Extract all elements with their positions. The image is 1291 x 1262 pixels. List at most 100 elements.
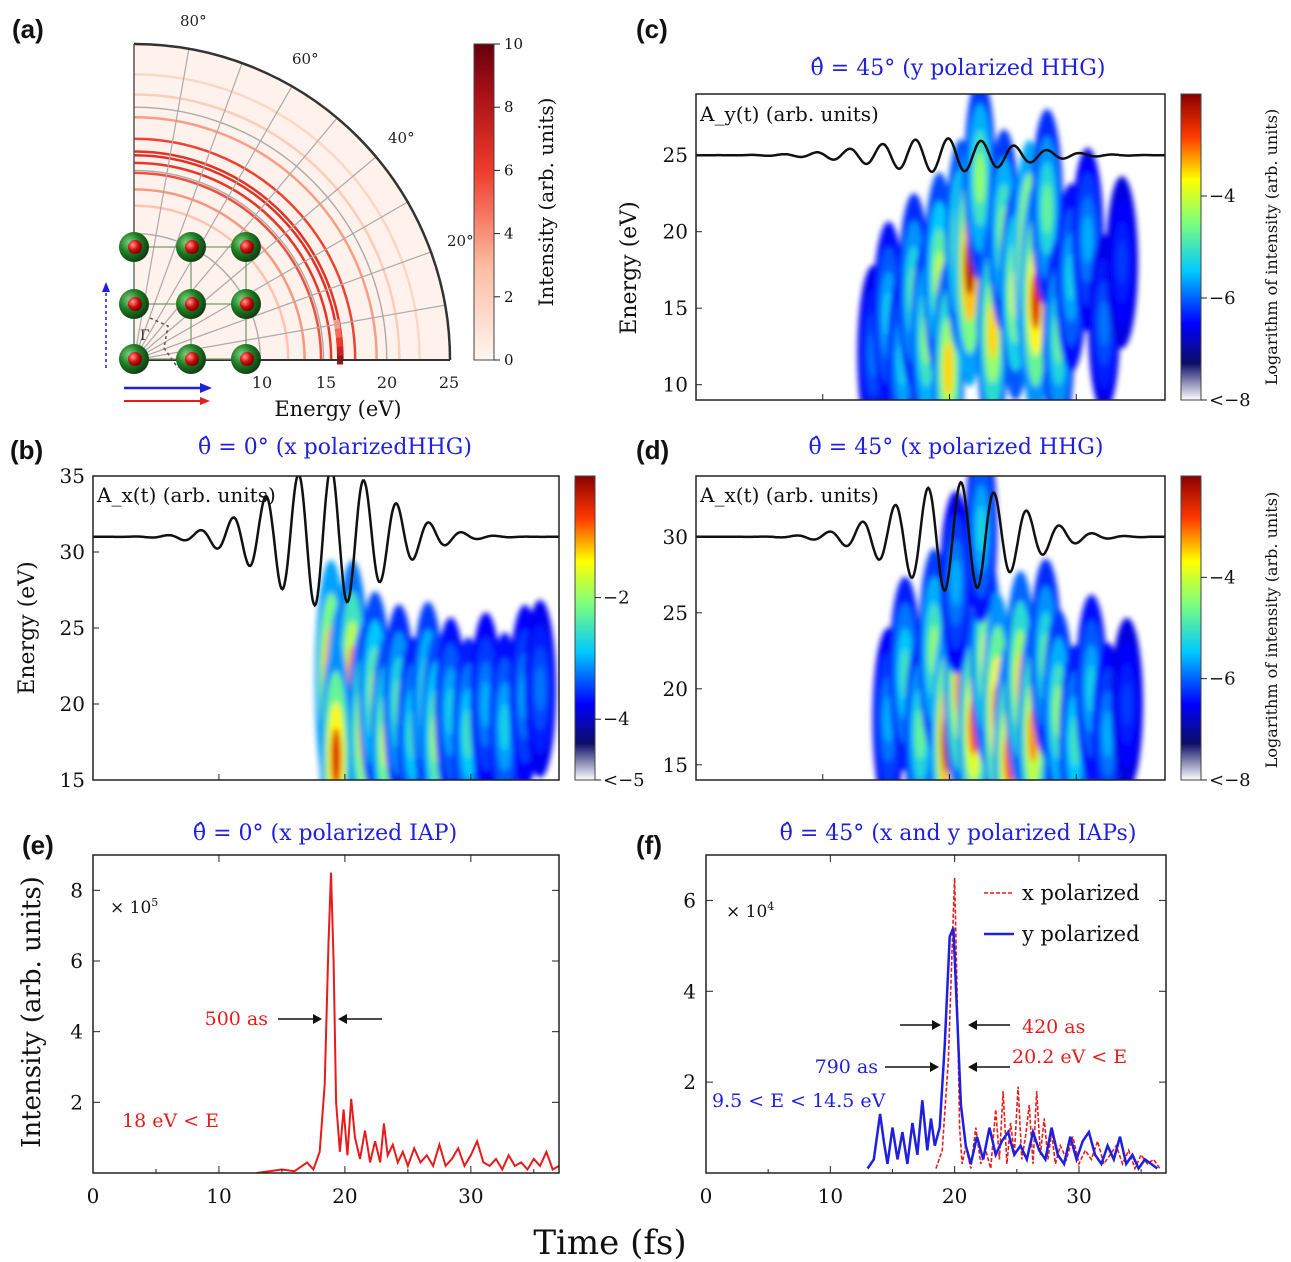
lattice-atom-red-0-0 — [128, 240, 142, 254]
polar-hot-spot-3 — [334, 328, 342, 338]
panel-f-arrowhead-790-left — [930, 1062, 939, 1072]
blob-2-15-3 — [1042, 183, 1053, 234]
panel-f-arrowhead-420-right — [968, 1020, 977, 1030]
polar-radial-tick-labels: 10 15 20 25 — [252, 373, 459, 392]
cb-tick-label-3-0: −4 — [1209, 567, 1236, 588]
panel-letter-a: (a) — [12, 14, 44, 44]
panel-c-colorbar-label: Logarithm of intensity (arb. units) — [1262, 109, 1281, 385]
blob-3-18-3 — [976, 505, 987, 554]
xtick-label-4-1: 10 — [206, 1184, 231, 1208]
ytick-label-3-3: 30 — [663, 525, 688, 549]
cb-tick-label-3-2: <−8 — [1209, 770, 1251, 791]
angle-label-80: 80° — [180, 12, 207, 30]
panel-d-heatmap: θ̂ = 45° (x polarized HHG) A_x(t) (arb. … — [663, 435, 1281, 791]
panel-b-colorbar — [574, 475, 596, 781]
panel-f-multiplier: × 104 — [726, 900, 774, 922]
panel-d-colorbar-ticks: −4 −6 <−8 — [1201, 567, 1251, 791]
panel-f-arrowhead-420-left — [932, 1020, 941, 1030]
ytick-label-2-2: 20 — [663, 220, 688, 244]
xtick-label-5-1: 10 — [818, 1184, 843, 1208]
panel-e-multiplier: × 105 — [110, 896, 158, 918]
crystal-lattice-inset: Γ — [119, 232, 261, 374]
blob-1-16-3 — [330, 727, 342, 780]
blob-2-9-3 — [974, 152, 986, 204]
cb-tick-label-1-1: −4 — [603, 709, 630, 730]
polar-ring-4 — [133, 137, 357, 361]
blob-1-15-3 — [535, 666, 546, 712]
lattice-path-gamma — [149, 317, 179, 369]
panel-e-axis-ticks: 2 4 6 8 0 10 20 30 — [70, 855, 559, 1208]
panel-b-vector-potential — [93, 476, 559, 608]
panel-letter-e: (e) — [22, 830, 54, 860]
ytick-label-5-1: 4 — [683, 979, 696, 1003]
panel-f-series-x-line — [935, 877, 1161, 1171]
cb-tick-label-1-0: −2 — [603, 588, 630, 609]
lattice-gamma-label: Γ — [140, 328, 150, 344]
panel-c-intensity-blobs — [857, 94, 1138, 400]
polar-ring-7 — [133, 73, 421, 361]
cb-a-tick-label-3: 6 — [504, 161, 514, 179]
lattice-blue-arrowhead — [200, 383, 212, 393]
ytick-label-5-2: 6 — [683, 888, 696, 912]
ytick-label-1-3: 30 — [60, 540, 85, 564]
polar-ring-6 — [133, 93, 401, 361]
panel-f-series-y-line — [866, 927, 1159, 1172]
polar-grid-ring-0 — [133, 232, 262, 361]
panel-b-axis-ticks: 15 20 25 30 35 — [60, 464, 472, 792]
polar-angle-labels: 20° 40° 60° 80° — [180, 12, 474, 250]
lattice-atom-red-2-0 — [128, 352, 142, 366]
panel-e-ylabel: Intensity (arb. units) — [17, 876, 47, 1148]
panel-d-colorbar-label: Logarithm of intensity (arb. units) — [1262, 492, 1281, 768]
lattice-atom-red-0-1 — [185, 240, 199, 254]
polar-ring-3 — [133, 171, 323, 361]
panel-c-colorbar-ticks: −4 −6 <−8 — [1201, 186, 1251, 411]
ytick-label-4-3: 8 — [70, 878, 83, 902]
panel-letter-b: (b) — [10, 435, 43, 465]
ytick-label-2-0: 10 — [663, 373, 688, 397]
cb-tick-label-2-1: −6 — [1209, 288, 1236, 309]
panel-c-colorbar — [1180, 93, 1202, 401]
polar-intensity-rings — [133, 44, 450, 365]
panel-a-colorbar-ticks: 0 2 4 6 8 10 — [494, 35, 523, 369]
panel-c-heatmap: θ̂ = 45° (y polarized HHG) A_y(t) (arb. … — [617, 56, 1281, 411]
lattice-atom-red-1-1 — [185, 297, 199, 311]
lattice-red-arrowhead — [200, 397, 210, 405]
lattice-atom-red-0-2 — [240, 240, 254, 254]
blob-2-18-3 — [1082, 216, 1093, 263]
panel-f-axis-ticks: 2 4 6 0 10 20 30 — [683, 855, 1166, 1208]
polar-ring-0 — [133, 153, 341, 361]
polar-hot-spot-2 — [335, 337, 343, 347]
panel-c-inset-label: A_y(t) (arb. units) — [699, 102, 879, 126]
panel-f-arrowhead-790-right — [968, 1062, 977, 1072]
blob-3-17-3 — [1121, 681, 1133, 727]
lattice-atom-red-2-2 — [240, 352, 254, 366]
cb-tick-label-1-2: <−5 — [603, 770, 645, 791]
blob-3-19-3 — [950, 559, 961, 606]
panel-d-frame — [695, 475, 1166, 781]
panel-d-inset-label: A_x(t) (arb. units) — [699, 483, 879, 507]
ytick-label-1-1: 20 — [60, 692, 85, 716]
panel-d-title: θ̂ = 45° (x polarized HHG) — [809, 435, 1104, 460]
xtick-label-4-3: 30 — [458, 1184, 483, 1208]
panel-f-range-y: 9.5 < E < 14.5 eV — [712, 1090, 886, 1112]
panel-e-line-chart: θ̂ = 0° (x polarized IAP) 2 4 6 8 0 10 20 30 In… — [17, 821, 560, 1208]
panel-e-arrowhead-left — [313, 1014, 322, 1024]
panel-b-ylabel: Energy (eV) — [15, 561, 40, 694]
angle-label-60: 60° — [292, 50, 319, 68]
panel-f-frame — [705, 854, 1167, 1174]
lattice-atom-red-2-1 — [185, 352, 199, 366]
ytick-label-3-1: 20 — [663, 677, 688, 701]
panel-e-title: θ̂ = 0° (x polarized IAP) — [193, 821, 457, 846]
cb-a-tick-label-5: 10 — [504, 35, 523, 53]
legend-label-y: y polarized — [1021, 922, 1140, 946]
blob-2-20-3 — [1116, 240, 1127, 285]
radial-tick-10: 10 — [252, 373, 272, 392]
panel-e-frame — [92, 854, 560, 1174]
panel-b-title: θ̂ = 0° (x polarizedHHG) — [198, 435, 472, 460]
cb-tick-label-3-1: −6 — [1209, 669, 1236, 690]
blob-2-10-3 — [987, 303, 998, 359]
ytick-label-5-0: 2 — [683, 1070, 696, 1094]
blob-1-13-3 — [499, 702, 510, 751]
ytick-label-4-2: 6 — [70, 949, 83, 973]
